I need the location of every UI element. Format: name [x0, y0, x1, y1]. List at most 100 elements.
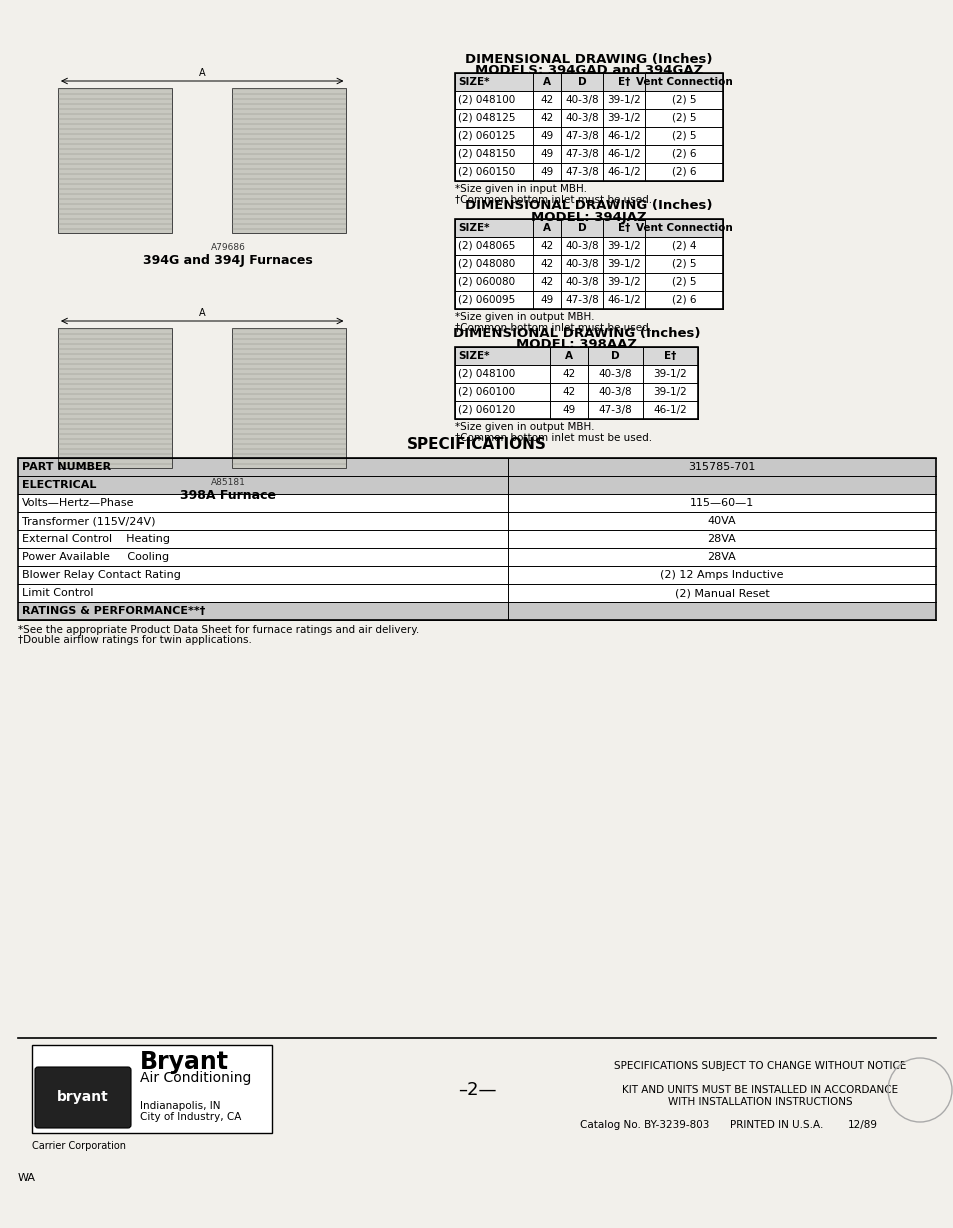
Text: (2) 048100: (2) 048100 — [457, 368, 515, 379]
Text: A79686: A79686 — [211, 243, 245, 252]
Bar — [455, 255, 722, 273]
Text: E†: E† — [663, 351, 676, 361]
Text: SIZE*: SIZE* — [457, 351, 489, 361]
Text: DIMENSIONAL DRAWING (Inches): DIMENSIONAL DRAWING (Inches) — [465, 53, 712, 65]
Text: *Size given in input MBH.: *Size given in input MBH. — [455, 184, 586, 194]
Text: E†: E† — [618, 223, 630, 233]
Bar — [233, 88, 346, 233]
Text: SIZE*: SIZE* — [457, 77, 489, 87]
Text: Carrier Corporation: Carrier Corporation — [32, 1141, 126, 1151]
Text: 39-1/2: 39-1/2 — [606, 278, 640, 287]
Text: 42: 42 — [539, 259, 553, 269]
Text: A: A — [542, 223, 551, 233]
Text: (2) 048125: (2) 048125 — [457, 113, 515, 123]
Text: A85181: A85181 — [211, 478, 245, 488]
Text: Blower Relay Contact Rating: Blower Relay Contact Rating — [22, 570, 181, 580]
Bar — [18, 585, 935, 602]
Text: 49: 49 — [539, 295, 553, 305]
Text: 47-3/8: 47-3/8 — [564, 167, 598, 177]
Text: Transformer (115V/24V): Transformer (115V/24V) — [22, 516, 155, 526]
Text: RATINGS & PERFORMANCE**†: RATINGS & PERFORMANCE**† — [22, 605, 205, 616]
Bar — [455, 291, 722, 309]
Text: SIZE*: SIZE* — [457, 223, 489, 233]
Bar — [455, 72, 722, 181]
Text: (2) 060125: (2) 060125 — [457, 131, 515, 141]
Text: WA: WA — [18, 1173, 36, 1183]
Text: 49: 49 — [539, 131, 553, 141]
Text: (2) 5: (2) 5 — [671, 259, 696, 269]
Text: 39-1/2: 39-1/2 — [653, 368, 687, 379]
Text: 40-3/8: 40-3/8 — [598, 387, 632, 397]
Text: KIT AND UNITS MUST BE INSTALLED IN ACCORDANCE: KIT AND UNITS MUST BE INSTALLED IN ACCOR… — [621, 1086, 897, 1095]
Text: 39-1/2: 39-1/2 — [606, 241, 640, 251]
Bar — [455, 219, 722, 309]
Text: DIMENSIONAL DRAWING (Inches): DIMENSIONAL DRAWING (Inches) — [453, 327, 700, 339]
Text: *See the appropriate Product Data Sheet for furnace ratings and air delivery.: *See the appropriate Product Data Sheet … — [18, 625, 418, 635]
Text: 42: 42 — [561, 368, 575, 379]
Text: DIMENSIONAL DRAWING (Inches): DIMENSIONAL DRAWING (Inches) — [465, 199, 712, 211]
Text: (2) 6: (2) 6 — [671, 295, 696, 305]
Bar — [455, 348, 698, 365]
Text: 39-1/2: 39-1/2 — [606, 95, 640, 106]
Text: 49: 49 — [539, 167, 553, 177]
Text: (2) 5: (2) 5 — [671, 95, 696, 106]
Text: (2) 5: (2) 5 — [671, 131, 696, 141]
Text: †Common bottom inlet must be used.: †Common bottom inlet must be used. — [455, 194, 652, 204]
Text: 46-1/2: 46-1/2 — [606, 131, 640, 141]
Text: 39-1/2: 39-1/2 — [606, 113, 640, 123]
Text: 47-3/8: 47-3/8 — [564, 149, 598, 158]
Text: †Double airflow ratings for twin applications.: †Double airflow ratings for twin applica… — [18, 635, 252, 645]
Text: Volts—Hertz—Phase: Volts—Hertz—Phase — [22, 499, 134, 508]
Text: Vent Connection: Vent Connection — [635, 223, 732, 233]
Text: 47-3/8: 47-3/8 — [598, 405, 632, 415]
Text: –2—: –2— — [457, 1081, 496, 1099]
Text: ELECTRICAL: ELECTRICAL — [22, 480, 96, 490]
Text: 46-1/2: 46-1/2 — [606, 295, 640, 305]
Bar — [455, 72, 722, 91]
Text: SPECIFICATIONS: SPECIFICATIONS — [407, 437, 546, 452]
Text: 42: 42 — [539, 113, 553, 123]
Text: Power Available     Cooling: Power Available Cooling — [22, 553, 169, 562]
Text: 42: 42 — [539, 278, 553, 287]
Text: 39-1/2: 39-1/2 — [653, 387, 687, 397]
Text: WITH INSTALLATION INSTRUCTIONS: WITH INSTALLATION INSTRUCTIONS — [667, 1097, 851, 1106]
Text: 46-1/2: 46-1/2 — [606, 149, 640, 158]
Text: 28VA: 28VA — [707, 534, 736, 544]
Bar — [455, 126, 722, 145]
Text: SPECIFICATIONS SUBJECT TO CHANGE WITHOUT NOTICE: SPECIFICATIONS SUBJECT TO CHANGE WITHOUT… — [613, 1061, 905, 1071]
Text: †Common bottom inlet must be used.: †Common bottom inlet must be used. — [455, 322, 652, 332]
Bar — [455, 163, 722, 181]
Text: 39-1/2: 39-1/2 — [606, 259, 640, 269]
Text: (2) 12 Amps Inductive: (2) 12 Amps Inductive — [659, 570, 783, 580]
Bar — [58, 88, 172, 233]
Text: 47-3/8: 47-3/8 — [564, 295, 598, 305]
Text: (2) 4: (2) 4 — [671, 241, 696, 251]
Text: (2) 060080: (2) 060080 — [457, 278, 515, 287]
Text: D: D — [578, 77, 586, 87]
Text: 40-3/8: 40-3/8 — [564, 113, 598, 123]
Text: A: A — [198, 68, 205, 79]
Text: 398A Furnace: 398A Furnace — [180, 489, 275, 502]
Text: Vent Connection: Vent Connection — [635, 77, 732, 87]
Text: D: D — [611, 351, 619, 361]
Bar — [18, 458, 935, 476]
Text: (2) 060120: (2) 060120 — [457, 405, 515, 415]
Text: Limit Control: Limit Control — [22, 588, 93, 598]
Bar — [455, 383, 698, 402]
Bar — [18, 530, 935, 548]
Text: 46-1/2: 46-1/2 — [653, 405, 687, 415]
Text: A: A — [198, 308, 205, 318]
Bar — [18, 494, 935, 512]
Text: A: A — [542, 77, 551, 87]
Text: bryant: bryant — [57, 1090, 109, 1104]
Text: PRINTED IN U.S.A.: PRINTED IN U.S.A. — [729, 1120, 822, 1130]
Text: Bryant: Bryant — [140, 1050, 229, 1074]
Text: D: D — [578, 223, 586, 233]
Bar — [18, 476, 935, 494]
Bar — [233, 328, 346, 468]
Text: 40VA: 40VA — [707, 516, 736, 526]
Text: 47-3/8: 47-3/8 — [564, 131, 598, 141]
Bar — [18, 458, 935, 620]
Text: PART NUMBER: PART NUMBER — [22, 462, 111, 472]
Text: (2) 5: (2) 5 — [671, 278, 696, 287]
